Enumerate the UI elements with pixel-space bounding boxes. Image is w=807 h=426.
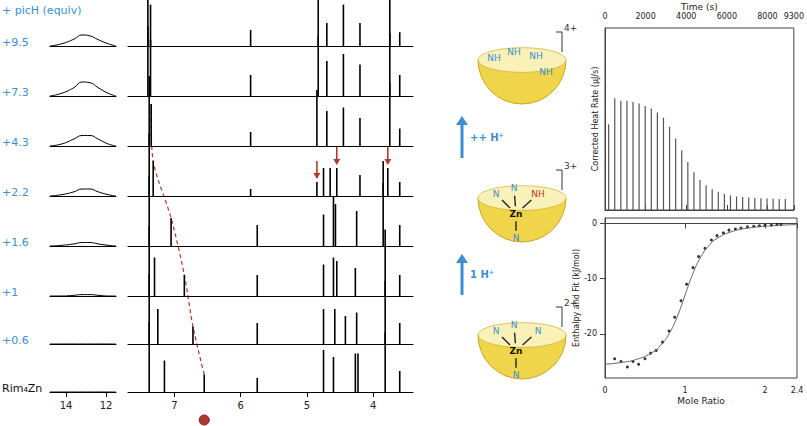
- svg-text:2000: 2000: [635, 12, 655, 21]
- svg-text:N: N: [493, 326, 500, 336]
- svg-text:4000: 4000: [676, 12, 696, 21]
- svg-text:2: 2: [762, 386, 767, 395]
- svg-text:4: 4: [370, 400, 376, 411]
- svg-text:3+: 3+: [564, 161, 577, 171]
- svg-text:++ H⁺: ++ H⁺: [470, 132, 504, 143]
- svg-text:4+: 4+: [564, 23, 577, 33]
- svg-text:Mole Ratio: Mole Ratio: [677, 396, 725, 406]
- svg-text:2.4: 2.4: [791, 386, 804, 395]
- svg-text:NH: NH: [487, 53, 501, 63]
- svg-text:14: 14: [60, 400, 73, 411]
- svg-text:+9.5: +9.5: [2, 36, 29, 49]
- svg-text:Zn: Zn: [510, 346, 523, 356]
- svg-text:8000: 8000: [757, 12, 777, 21]
- svg-text:Time (s): Time (s): [680, 2, 718, 12]
- svg-text:-20: -20: [584, 329, 597, 338]
- svg-text:9300: 9300: [784, 12, 804, 21]
- svg-text:0: 0: [602, 12, 607, 21]
- svg-text:+4.3: +4.3: [2, 136, 29, 149]
- svg-text:12: 12: [100, 400, 113, 411]
- svg-text:+ picH (equiv): + picH (equiv): [2, 4, 81, 17]
- svg-text:N: N: [513, 370, 520, 380]
- svg-text:Zn: Zn: [510, 209, 523, 219]
- svg-text:0: 0: [602, 386, 607, 395]
- svg-text:N: N: [511, 320, 518, 330]
- svg-text:NH: NH: [539, 67, 553, 77]
- svg-text:-10: -10: [584, 274, 597, 283]
- svg-text:6: 6: [237, 400, 243, 411]
- svg-text:N: N: [535, 326, 542, 336]
- svg-text:1 H⁺: 1 H⁺: [470, 269, 494, 280]
- svg-text:+1: +1: [2, 286, 18, 299]
- svg-text:Rim₄Zn: Rim₄Zn: [2, 382, 42, 395]
- svg-text:+1.6: +1.6: [2, 236, 29, 249]
- svg-text:NH: NH: [531, 189, 545, 199]
- svg-text:0: 0: [592, 219, 597, 228]
- svg-text:Enthalpy and Fit (kJ/mol): Enthalpy and Fit (kJ/mol): [572, 249, 581, 347]
- svg-text:+7.3: +7.3: [2, 86, 29, 99]
- svg-text:+2.2: +2.2: [2, 186, 29, 199]
- svg-text:N: N: [513, 233, 520, 243]
- svg-text:N: N: [493, 189, 500, 199]
- svg-text:Corrected Heat Rate (μJ/s): Corrected Heat Rate (μJ/s): [591, 67, 600, 172]
- svg-text:6000: 6000: [717, 12, 737, 21]
- svg-text:7: 7: [171, 400, 177, 411]
- svg-text:NH: NH: [507, 47, 521, 57]
- svg-text:N: N: [511, 183, 518, 193]
- svg-text:NH: NH: [529, 51, 543, 61]
- svg-text:5: 5: [304, 400, 310, 411]
- svg-text:1: 1: [682, 386, 687, 395]
- svg-text:+0.6: +0.6: [2, 334, 29, 347]
